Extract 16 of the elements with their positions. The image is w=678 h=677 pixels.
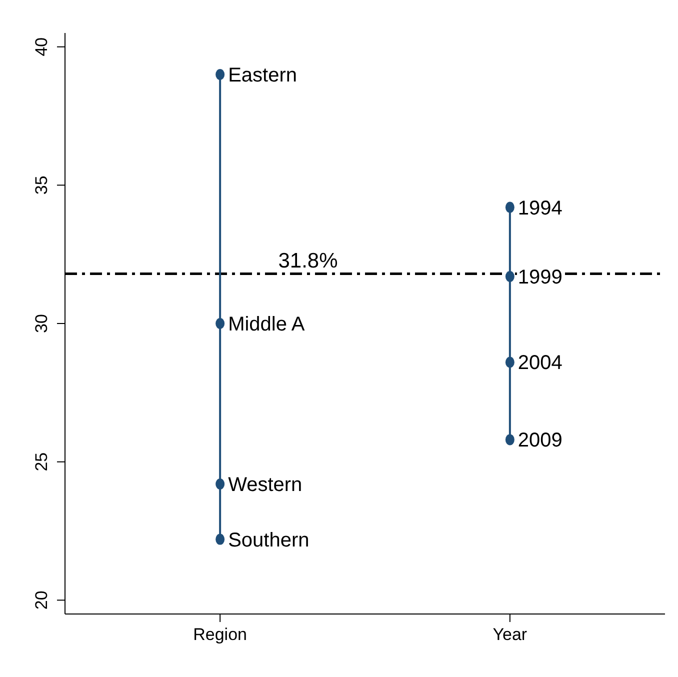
y-tick-label: 25: [32, 452, 51, 472]
x-tick-label: Region: [193, 625, 248, 644]
y-tick-label: 30: [32, 314, 51, 333]
annotation: Western: [228, 474, 302, 496]
x-tick-label: Year: [492, 625, 528, 644]
y-tick-label: 20: [32, 590, 51, 610]
ref-line-label: 31.8%: [278, 250, 338, 273]
annotation: 1999: [518, 266, 562, 288]
annotation: Southern: [228, 529, 310, 552]
annotation: Eastern: [228, 64, 298, 86]
annotation: 2009: [518, 430, 562, 452]
y-tick-label: 40: [32, 37, 51, 56]
annotation: Middle A: [228, 314, 306, 336]
annotation: 1994: [518, 197, 562, 220]
annotation: 2004: [518, 352, 562, 374]
y-tick-label: 35: [32, 176, 51, 195]
